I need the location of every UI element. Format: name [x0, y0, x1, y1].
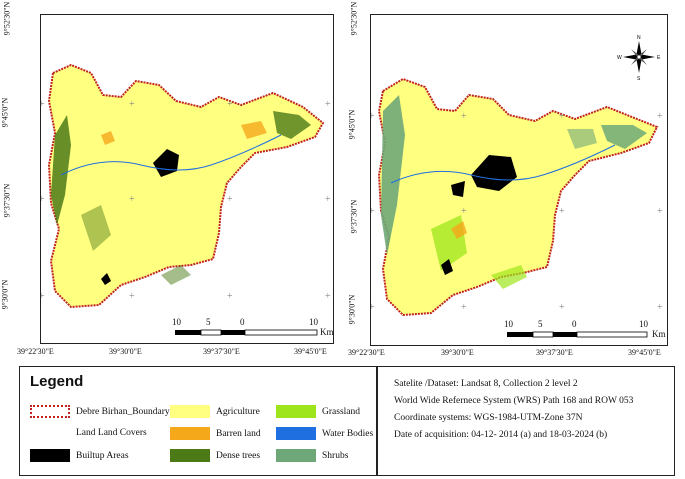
scale-tick-label: 10	[309, 317, 318, 327]
scale-unit: Km	[652, 329, 666, 339]
legend-item-builtup: Builtup Areas	[30, 449, 129, 462]
svg-text:S: S	[637, 76, 641, 82]
longitude-label: 39°37'30"E	[536, 348, 573, 357]
scale-tick-label: 0	[572, 319, 577, 329]
agriculture-swatch	[170, 405, 210, 418]
boundary-swatch	[30, 405, 70, 418]
svg-text:+: +	[461, 206, 467, 217]
shrubs-swatch	[276, 449, 316, 462]
water-swatch	[276, 427, 316, 440]
svg-text:+: +	[461, 111, 467, 122]
svg-text:+: +	[657, 302, 663, 313]
scale-tick-label: 10	[172, 317, 181, 327]
svg-text:+: +	[559, 111, 565, 122]
builtup-swatch	[30, 449, 70, 462]
svg-text:+: +	[129, 99, 135, 110]
svg-text:+: +	[227, 194, 233, 205]
longitude-label: 39°22'30"E	[17, 347, 54, 356]
longitude-label: 39°45'0"E	[628, 348, 661, 357]
barren-swatch	[170, 427, 210, 440]
metadata-panel: Satelite /Dataset: Landsat 8, Collection…	[377, 366, 675, 476]
latitude-label: 9°52'30"N	[2, 1, 12, 36]
latitude-label: 9°37'30"N	[2, 183, 12, 218]
dense-trees-swatch	[170, 449, 210, 462]
svg-text:+: +	[325, 194, 331, 205]
svg-text:+: +	[129, 194, 135, 205]
scale-bar-b	[507, 331, 648, 338]
svg-text:+: +	[227, 291, 233, 302]
land-cover-map-b: N E S W + + + + + + + + + + + +	[371, 35, 663, 338]
north-arrow-compass-icon: N E S W	[617, 35, 661, 82]
scale-tick-label: 0	[240, 317, 245, 327]
svg-text:W: W	[617, 55, 622, 61]
svg-text:+: +	[371, 111, 375, 122]
latitude-label: 9°45'0"N	[0, 97, 10, 128]
svg-text:+: +	[371, 206, 375, 217]
longitude-label: 39°30'0"E	[109, 347, 142, 356]
legend-item-agriculture: Agriculture	[170, 405, 260, 418]
river-line	[390, 144, 616, 184]
land-cover-map-a: + + + + + + + + + + + +	[41, 63, 331, 336]
builtup-area-center	[471, 155, 517, 191]
acquisition-date-text: Date of acquisition: 04-12- 2014 (a) and…	[394, 430, 608, 440]
legend-panel: Legend Debre Birhan_Boundary Land Land C…	[19, 366, 377, 476]
scale-tick-label: 10	[639, 319, 648, 329]
latitude-label: 9°30'0"N	[0, 279, 10, 310]
svg-text:+: +	[325, 99, 331, 110]
legend-item-boundary: Debre Birhan_Boundary	[30, 405, 170, 418]
scale-tick-label: 5	[206, 317, 211, 327]
grassland-swatch	[276, 405, 316, 418]
longitude-label: 39°30'0"E	[441, 348, 474, 357]
longitude-label: 39°37'30"E	[203, 347, 240, 356]
svg-text:+: +	[559, 206, 565, 217]
svg-text:+: +	[461, 302, 467, 313]
svg-text:E: E	[657, 55, 661, 61]
river-line	[60, 134, 282, 176]
wrs-text: World Wide Refernece System (WRS) Path 1…	[394, 396, 634, 406]
longitude-label: 39°22'30"E	[348, 348, 385, 357]
svg-text:N: N	[637, 35, 641, 41]
svg-text:+: +	[41, 194, 45, 205]
longitude-label: 39°45'0"E	[294, 347, 327, 356]
latitude-label: 9°45'0"N	[347, 109, 357, 140]
svg-text:+: +	[657, 206, 663, 217]
svg-text:+: +	[325, 291, 331, 302]
map-panel-b: N E S W + + + + + + + + + + + + 10 5 0 10 Km	[370, 14, 668, 346]
scale-bar-a	[175, 329, 318, 336]
legend-item-grassland: Grassland	[276, 405, 360, 418]
latitude-label: 9°52'30"N	[349, 1, 359, 36]
svg-text:+: +	[371, 302, 375, 313]
svg-text:+: +	[41, 291, 45, 302]
map-panel-a: + + + + + + + + + + + + 10 5 0 10 Km	[40, 14, 334, 344]
svg-text:+: +	[227, 99, 233, 110]
scale-tick-label: 10	[504, 319, 513, 329]
dataset-text: Satelite /Dataset: Landsat 8, Collection…	[394, 379, 578, 389]
scale-tick-label: 5	[538, 319, 543, 329]
legend-item-barren: Barren land	[170, 427, 261, 440]
legend-landcover-heading: Land Land Covers	[76, 428, 147, 438]
legend-item-shrubs: Shrubs	[276, 449, 348, 462]
svg-text:+: +	[41, 99, 45, 110]
latitude-label: 9°37'30"N	[349, 199, 359, 234]
legend-item-dense-trees: Dense trees	[170, 449, 260, 462]
legend-item-water: Water Bodies	[276, 427, 373, 440]
svg-text:+: +	[559, 302, 565, 313]
scale-unit: Km	[320, 327, 334, 337]
svg-text:+: +	[129, 291, 135, 302]
svg-text:+: +	[657, 111, 663, 122]
latitude-label: 9°30'0"N	[347, 294, 357, 325]
legend-title: Legend	[30, 373, 84, 390]
coordinate-system-text: Coordinate systems: WGS-1984-UTM-Zone 37…	[394, 413, 583, 423]
